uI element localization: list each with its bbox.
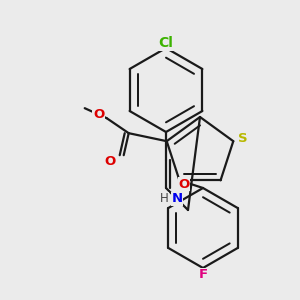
Text: Cl: Cl: [159, 36, 173, 50]
Text: S: S: [238, 132, 248, 145]
Text: H: H: [160, 193, 168, 206]
Text: O: O: [178, 178, 190, 190]
Text: O: O: [93, 108, 104, 121]
Text: N: N: [171, 193, 183, 206]
Text: O: O: [104, 155, 115, 168]
Text: F: F: [198, 268, 208, 281]
